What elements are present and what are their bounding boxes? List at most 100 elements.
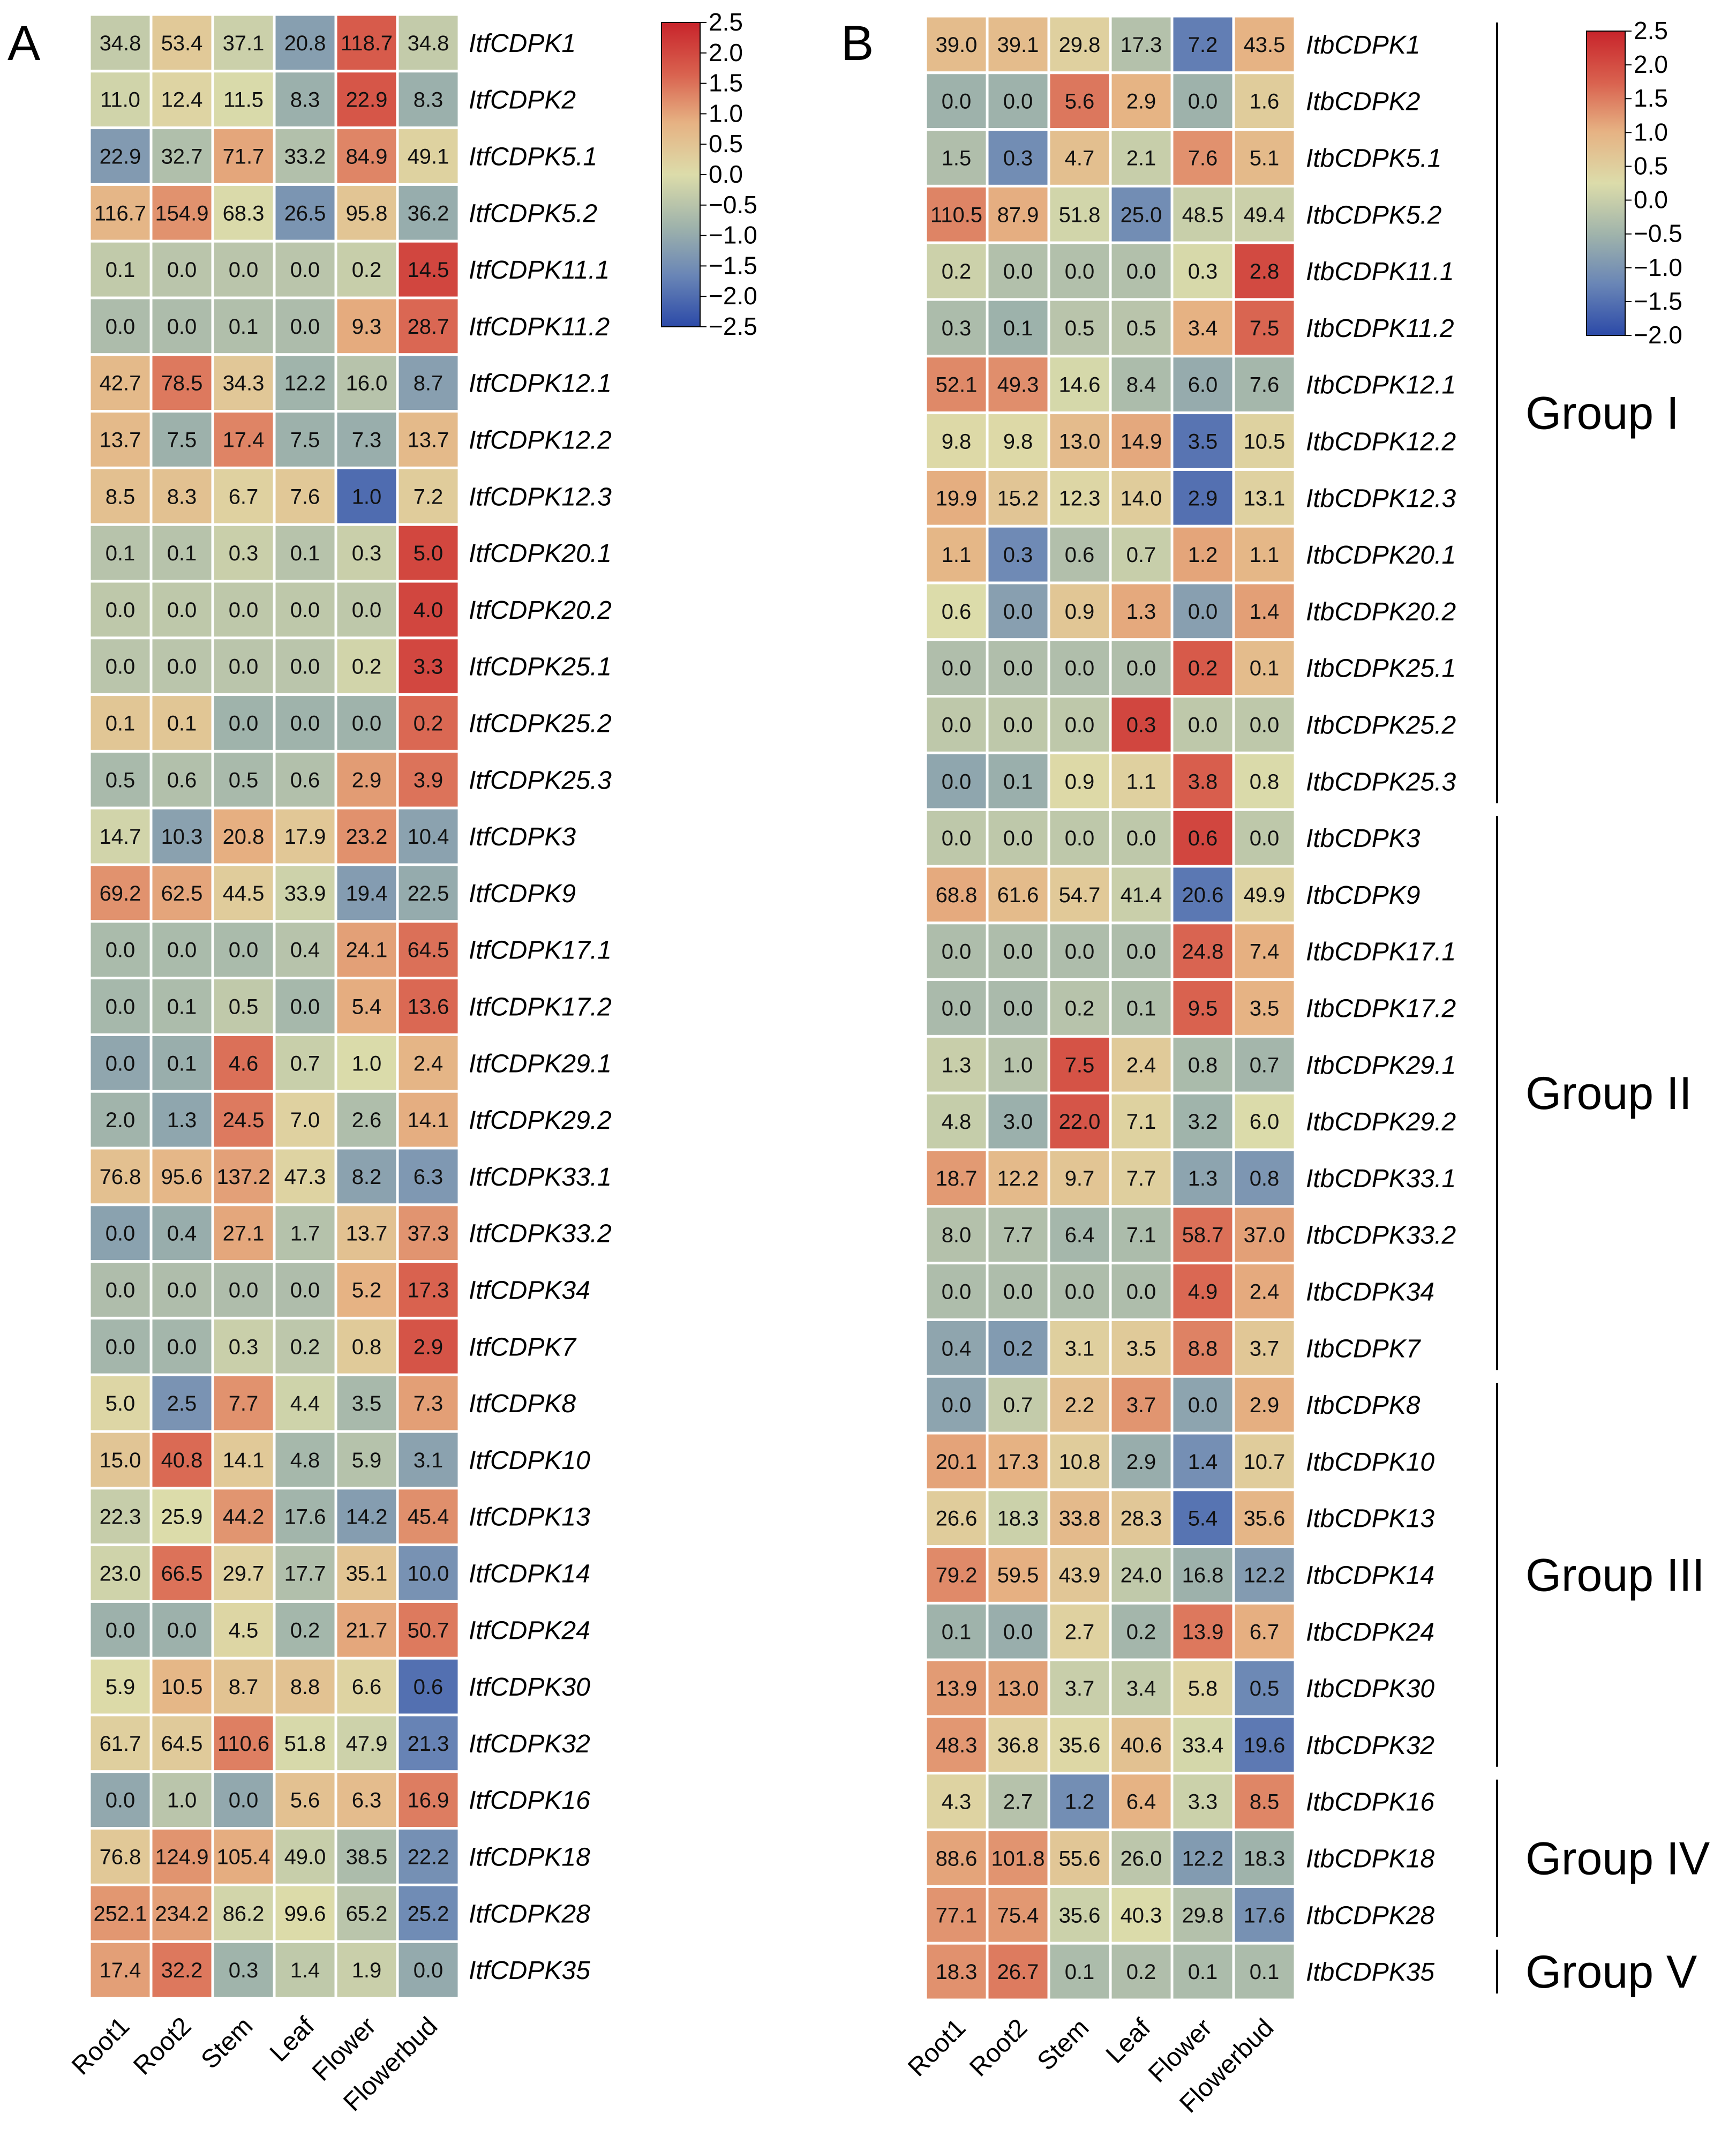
cell-value: 5.0 — [414, 542, 444, 565]
cell-value: 0.0 — [167, 1335, 197, 1359]
cell-value: 3.5 — [1250, 997, 1280, 1021]
cell-value: 15.2 — [997, 486, 1039, 510]
row-label: ItfCDPK28 — [469, 1900, 590, 1928]
column-label: Stem — [1032, 2013, 1095, 2076]
cell-value: 55.6 — [1059, 1847, 1101, 1871]
heatmap-cell — [149, 126, 214, 186]
cell-value: 17.6 — [1244, 1903, 1286, 1927]
cell-value: 0.0 — [106, 655, 136, 679]
heatmap-cell — [149, 1203, 214, 1263]
cell-value: 25.9 — [161, 1505, 203, 1529]
cell-value: 75.4 — [997, 1903, 1039, 1927]
cell-value: 17.4 — [223, 429, 265, 452]
cell-value: 15.0 — [100, 1449, 141, 1472]
cell-value: 1.1 — [1250, 543, 1280, 567]
colorbar — [661, 22, 701, 327]
cell-value: 0.2 — [1065, 997, 1095, 1021]
cell-value: 10.7 — [1244, 1450, 1286, 1474]
cell-value: 10.8 — [1059, 1450, 1101, 1474]
cell-value: 0.1 — [1003, 317, 1033, 340]
colorbar-tick-label: 0.5 — [1634, 152, 1668, 179]
heatmap-cell — [986, 128, 1050, 188]
heatmap-cell — [1109, 1262, 1174, 1321]
heatmap-cell — [149, 636, 214, 696]
cell-value: 0.5 — [1065, 317, 1095, 340]
cell-value: 8.0 — [942, 1224, 972, 1247]
cell-value: 0.0 — [1003, 1620, 1033, 1644]
heatmap-cell — [88, 920, 153, 980]
cell-value: 0.0 — [1188, 90, 1218, 114]
cell-value: 27.1 — [223, 1222, 265, 1246]
heatmap-cell — [1232, 411, 1297, 471]
heatmap-cell — [1170, 695, 1235, 754]
cell-value: 0.0 — [167, 258, 197, 282]
heatmap-cell — [88, 806, 153, 866]
cell-value: 19.6 — [1244, 1734, 1286, 1757]
cell-value: 12.2 — [997, 1167, 1039, 1190]
row-label: ItfCDPK8 — [469, 1390, 576, 1418]
cell-value: 0.1 — [167, 542, 197, 565]
cell-value: 0.7 — [1003, 1393, 1033, 1417]
heatmap-cell — [396, 1940, 461, 2000]
cell-value: 4.6 — [229, 1052, 259, 1075]
cell-value: 3.0 — [1003, 1110, 1033, 1134]
heatmap-cell — [149, 1657, 214, 1717]
cell-value: 8.3 — [290, 88, 320, 112]
cell-value: 22.5 — [408, 882, 449, 905]
cell-value: 0.0 — [352, 712, 382, 736]
cell-value: 7.1 — [1126, 1224, 1156, 1247]
row-label: ItfCDPK13 — [469, 1503, 590, 1532]
cell-value: 4.8 — [942, 1110, 972, 1134]
colorbar — [1586, 31, 1626, 336]
cell-value: 0.0 — [1188, 600, 1218, 624]
cell-value: 0.0 — [1065, 657, 1095, 680]
cell-value: 44.5 — [223, 882, 265, 905]
heatmap-cell — [396, 693, 461, 753]
cell-value: 18.7 — [936, 1167, 978, 1190]
cell-value: 5.4 — [1188, 1507, 1218, 1531]
cell-value: 68.3 — [223, 201, 265, 225]
heatmap-cell — [986, 808, 1050, 868]
cell-value: 18.3 — [997, 1507, 1039, 1531]
cell-value: 0.1 — [229, 315, 259, 339]
cell-value: 32.7 — [161, 145, 203, 169]
row-label: ItfCDPK33.1 — [469, 1163, 612, 1191]
cell-value: 7.2 — [1188, 33, 1218, 57]
cell-value: 1.4 — [1250, 600, 1280, 624]
cell-value: 0.3 — [229, 1335, 259, 1359]
cell-value: 76.8 — [100, 1165, 141, 1189]
cell-value: 40.6 — [1121, 1734, 1162, 1757]
heatmap-cell — [924, 1545, 989, 1605]
cell-value: 17.6 — [284, 1505, 326, 1529]
cell-value: 22.0 — [1059, 1110, 1101, 1134]
heatmap-cell — [273, 1940, 337, 2000]
cell-value: 0.0 — [290, 598, 320, 622]
heatmap-cell — [1170, 1375, 1235, 1435]
cell-value: 28.7 — [408, 315, 449, 339]
cell-value: 0.0 — [1188, 1393, 1218, 1417]
cell-value: 37.0 — [1244, 1224, 1286, 1247]
cell-value: 65.2 — [346, 1902, 388, 1925]
cell-value: 1.0 — [352, 485, 382, 508]
heatmap-cell — [211, 1940, 276, 2000]
cell-value: 0.0 — [1188, 714, 1218, 737]
cell-value: 20.6 — [1182, 883, 1224, 907]
cell-value: 7.7 — [1126, 1167, 1156, 1190]
row-label: ItfCDPK17.1 — [469, 936, 612, 965]
cell-value: 7.5 — [167, 429, 197, 452]
cell-value: 154.9 — [155, 201, 208, 225]
cell-value: 64.5 — [408, 939, 449, 962]
heatmap-cell — [1047, 355, 1112, 415]
heatmap-cell — [924, 14, 989, 74]
heatmap-cell — [1047, 1828, 1112, 1888]
heatmap-cell — [88, 863, 153, 923]
heatmap-cell — [88, 693, 153, 753]
heatmap-cell — [149, 1940, 214, 2000]
heatmap-cell — [1047, 978, 1112, 1038]
cell-value: 0.1 — [290, 542, 320, 565]
heatmap-cell — [396, 806, 461, 866]
cell-value: 7.2 — [414, 485, 444, 508]
cell-value: 2.4 — [414, 1052, 444, 1075]
cell-value: 0.0 — [106, 315, 136, 339]
heatmap-cell — [924, 1148, 989, 1208]
